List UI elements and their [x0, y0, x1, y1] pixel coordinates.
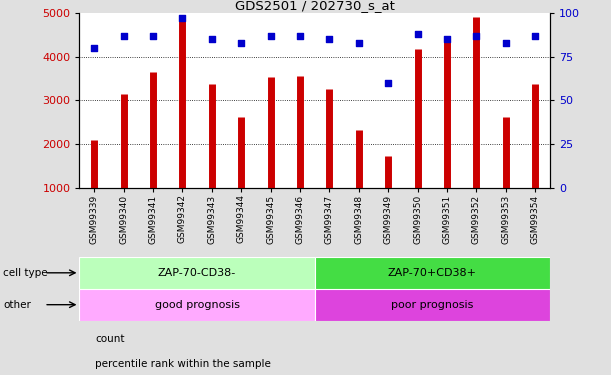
- Text: poor prognosis: poor prognosis: [391, 300, 474, 310]
- Point: [412, 31, 422, 37]
- Bar: [79, 289, 315, 321]
- Point: [442, 36, 452, 42]
- Point: [472, 33, 481, 39]
- Point: [324, 36, 334, 42]
- Point: [207, 36, 217, 42]
- Point: [266, 33, 276, 39]
- Text: good prognosis: good prognosis: [155, 300, 240, 310]
- Point: [295, 33, 305, 39]
- Point: [236, 40, 246, 46]
- Point: [119, 33, 128, 39]
- Point: [354, 40, 364, 46]
- Text: cell type: cell type: [3, 268, 48, 278]
- Text: percentile rank within the sample: percentile rank within the sample: [95, 359, 271, 369]
- Text: ZAP-70+CD38+: ZAP-70+CD38+: [388, 268, 477, 278]
- Bar: [315, 257, 550, 289]
- Text: other: other: [3, 300, 31, 310]
- Point: [148, 33, 158, 39]
- Bar: [79, 257, 315, 289]
- Title: GDS2501 / 202730_s_at: GDS2501 / 202730_s_at: [235, 0, 395, 12]
- Point: [383, 80, 393, 86]
- Text: ZAP-70-CD38-: ZAP-70-CD38-: [158, 268, 236, 278]
- Point: [530, 33, 540, 39]
- Text: count: count: [95, 334, 125, 344]
- Point: [89, 45, 99, 51]
- Point: [501, 40, 511, 46]
- Point: [177, 15, 187, 21]
- Bar: [315, 289, 550, 321]
